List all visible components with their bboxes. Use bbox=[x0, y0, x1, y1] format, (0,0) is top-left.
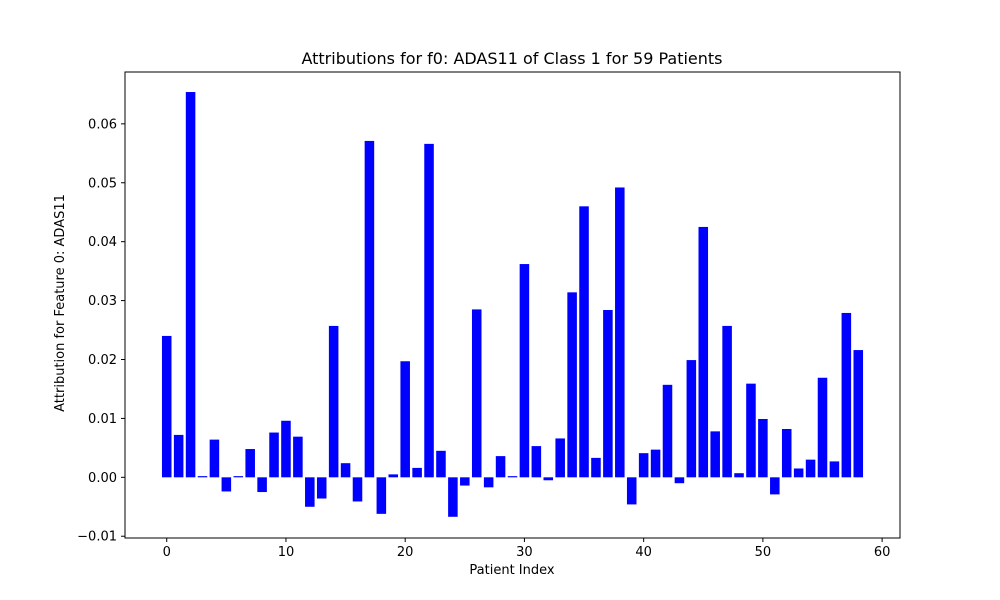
bar-54 bbox=[805, 459, 816, 478]
bar-5 bbox=[221, 477, 232, 492]
bar-55 bbox=[817, 377, 828, 478]
bar-47 bbox=[722, 325, 732, 478]
bar-43 bbox=[674, 477, 685, 484]
bar-17 bbox=[364, 140, 375, 478]
bar-46 bbox=[710, 431, 720, 478]
bar-57 bbox=[841, 312, 852, 478]
bar-27 bbox=[483, 477, 494, 488]
bar-24 bbox=[448, 477, 458, 517]
bar-49 bbox=[746, 383, 756, 478]
bar-10 bbox=[281, 420, 291, 478]
x-axis-ticks: 0 10 20 30 40 50 60 bbox=[163, 538, 891, 560]
bar-13 bbox=[316, 477, 327, 499]
bar-39 bbox=[626, 477, 637, 505]
x-tick-label: 20 bbox=[397, 545, 414, 560]
y-tick-label: 0.06 bbox=[88, 117, 117, 132]
y-tick-label: 0.01 bbox=[88, 412, 117, 427]
bar-32 bbox=[543, 477, 554, 481]
bar-15 bbox=[340, 463, 351, 478]
y-tick-label: 0.02 bbox=[88, 353, 117, 368]
bar-31 bbox=[531, 446, 542, 478]
bar-56 bbox=[829, 461, 840, 478]
bar-14 bbox=[328, 325, 339, 478]
x-axis-label: Patient Index bbox=[469, 563, 554, 578]
bar-9 bbox=[269, 432, 279, 478]
bar-11 bbox=[293, 436, 303, 478]
bar-29 bbox=[507, 476, 518, 478]
bar-38 bbox=[615, 187, 625, 478]
bar-3 bbox=[197, 476, 208, 478]
y-tick-label: 0.03 bbox=[88, 294, 117, 309]
bar-37 bbox=[603, 310, 613, 478]
y-tick-label: 0.00 bbox=[88, 471, 117, 486]
bar-25 bbox=[460, 477, 470, 486]
bar-58 bbox=[853, 350, 864, 478]
bar-23 bbox=[436, 450, 446, 478]
bar-44 bbox=[686, 360, 697, 478]
bar-51 bbox=[770, 477, 780, 495]
bar-20 bbox=[400, 361, 410, 478]
bar-0 bbox=[161, 335, 172, 478]
x-tick-label: 30 bbox=[516, 545, 533, 560]
bar-19 bbox=[388, 474, 399, 478]
bars-group bbox=[161, 92, 864, 517]
x-tick-label: 0 bbox=[163, 545, 171, 560]
bar-26 bbox=[471, 309, 482, 478]
bar-4 bbox=[209, 439, 220, 478]
chart-title: Attributions for f0: ADAS11 of Class 1 f… bbox=[301, 49, 722, 68]
bar-45 bbox=[698, 226, 709, 478]
bar-8 bbox=[257, 477, 267, 493]
bar-36 bbox=[591, 457, 601, 478]
bar-48 bbox=[734, 473, 744, 478]
bar-2 bbox=[185, 92, 196, 478]
y-axis-ticks: −0.01 0.00 0.01 0.02 0.03 0.04 0.05 0.06 bbox=[77, 117, 125, 545]
bar-7 bbox=[245, 449, 255, 478]
bar-53 bbox=[793, 468, 804, 478]
y-tick-label: −0.01 bbox=[77, 530, 117, 545]
bar-52 bbox=[781, 429, 792, 478]
bar-18 bbox=[376, 477, 387, 514]
bar-40 bbox=[638, 453, 649, 478]
bar-33 bbox=[555, 438, 565, 478]
y-tick-label: 0.05 bbox=[88, 176, 117, 191]
bar-35 bbox=[579, 206, 589, 478]
bar-50 bbox=[758, 418, 768, 478]
bar-21 bbox=[412, 467, 422, 478]
bar-41 bbox=[650, 449, 661, 478]
bar-16 bbox=[352, 477, 363, 502]
x-tick-label: 40 bbox=[635, 545, 652, 560]
bar-1 bbox=[173, 434, 184, 478]
bar-6 bbox=[233, 476, 244, 478]
bar-28 bbox=[495, 456, 506, 478]
y-tick-label: 0.04 bbox=[88, 235, 117, 250]
x-tick-label: 50 bbox=[755, 545, 772, 560]
y-axis-label: Attribution for Feature 0: ADAS11 bbox=[53, 194, 68, 412]
bar-22 bbox=[424, 143, 434, 478]
bar-30 bbox=[519, 264, 530, 478]
bar-42 bbox=[662, 384, 673, 478]
bar-34 bbox=[567, 292, 577, 478]
x-tick-label: 10 bbox=[278, 545, 295, 560]
plot-frame bbox=[124, 71, 901, 539]
x-tick-label: 60 bbox=[874, 545, 891, 560]
bar-12 bbox=[305, 477, 315, 507]
